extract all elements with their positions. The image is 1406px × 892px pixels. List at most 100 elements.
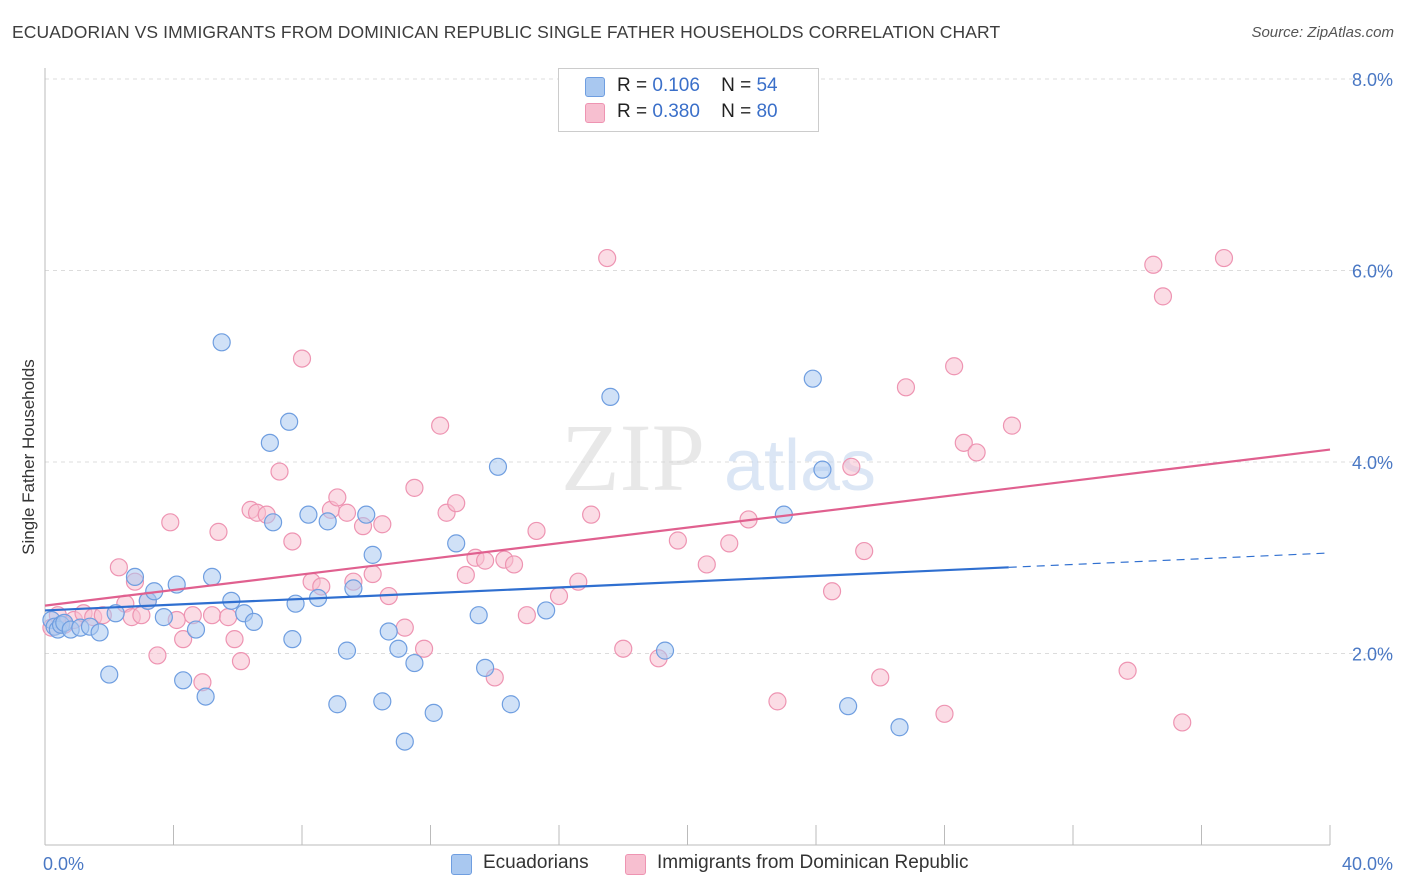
ecuadorian-point — [106, 604, 125, 623]
legend-n-value-dominican: 80 — [756, 101, 778, 122]
dominican-point — [720, 534, 739, 553]
dominican-point — [363, 564, 382, 584]
legend-r-value-ecuadorians: 0.106 — [652, 75, 700, 96]
dominican-point — [1002, 416, 1022, 435]
trend-line-ecuadorians-extension — [1008, 552, 1331, 568]
legend-r-label: R = — [617, 101, 648, 122]
legend-swatch-ecuadorians — [585, 77, 605, 97]
dominican-point — [842, 457, 861, 476]
x-tick-label: 40.0% — [1342, 854, 1393, 874]
chart-title: ECUADORIAN VS IMMIGRANTS FROM DOMINICAN … — [12, 22, 1001, 42]
trend-line-ecuadorians — [44, 566, 1009, 612]
ecuadorian-point — [280, 412, 299, 431]
dominican-point — [1118, 661, 1137, 680]
dominican-point — [598, 248, 617, 268]
legend-swatch-dominican — [585, 103, 605, 123]
ecuadorian-point — [357, 505, 376, 524]
ecuadorian-point — [90, 623, 109, 642]
legend-n-value-ecuadorians: 54 — [756, 75, 778, 96]
ecuadorian-point — [260, 433, 279, 452]
source-label: Source: ZipAtlas.com — [1251, 24, 1394, 41]
ecuadorian-point — [655, 641, 675, 660]
legend-r-value-dominican: 0.380 — [652, 101, 700, 122]
bottom-legend-swatch-ecuadorians — [451, 854, 472, 875]
dominican-point — [161, 513, 180, 532]
grid-lines — [45, 78, 1392, 654]
ecuadorian-point — [813, 460, 832, 479]
legend-r-label: R = — [617, 75, 648, 96]
dominican-point — [209, 522, 228, 541]
y-axis-title: Single Father Households — [19, 359, 38, 555]
dominican-point — [697, 555, 716, 574]
ecuadorian-point — [337, 641, 357, 660]
stats-legend: R = 0.106 N = 54 R = 0.380 N = 80 — [558, 68, 819, 132]
dominican-point — [225, 630, 244, 649]
dominican-point — [337, 503, 357, 522]
dominican-point — [549, 586, 569, 606]
ecuadorian-point — [202, 567, 222, 587]
ecuadorian-point — [263, 513, 283, 532]
dominican-point — [871, 668, 890, 687]
ecuadorian-point — [379, 622, 398, 641]
trend-line-dominican — [44, 448, 1331, 607]
bottom-legend-swatch-dominican — [625, 854, 646, 875]
dominican-point — [219, 608, 238, 627]
ecuadorian-point — [244, 612, 263, 632]
axes — [44, 68, 1331, 846]
ecuadorian-point — [601, 387, 620, 406]
watermark-zip: ZIP — [561, 404, 705, 511]
ecuadorian-point — [186, 620, 206, 639]
dominican-point — [896, 378, 916, 397]
trend-lines — [44, 448, 1331, 612]
dominican-point — [283, 532, 302, 551]
ecuadorian-point — [286, 594, 305, 613]
dominican-point — [292, 349, 312, 368]
dominican-point — [431, 416, 450, 435]
ecuadorian-point — [318, 512, 337, 531]
dominican-point — [1173, 713, 1192, 732]
ecuadorian-point — [196, 687, 215, 706]
zipatlas-watermark: ZIP atlas — [561, 404, 876, 511]
dominican-point — [231, 652, 251, 671]
ecuadorian-point — [154, 608, 173, 627]
legend-n-label: N = — [721, 101, 752, 122]
ecuadorian-point — [328, 695, 347, 714]
dominican-point — [456, 565, 475, 585]
ecuadorian-point — [501, 695, 520, 714]
ecuadorian-point — [803, 369, 822, 388]
dominican-point — [517, 606, 536, 625]
y-tick-label: 2.0% — [1352, 645, 1393, 665]
dominican-point — [855, 541, 874, 561]
dominican-point — [1144, 255, 1163, 274]
ecuadorian-point — [476, 658, 495, 677]
dominican-point — [1153, 287, 1173, 306]
dominican-point — [109, 558, 128, 577]
dominican-point — [202, 606, 222, 625]
dominican-point — [405, 478, 424, 497]
ecuadorian-point — [890, 718, 909, 737]
ecuadorian-point — [100, 665, 119, 684]
ecuadorian-point — [212, 333, 231, 352]
dominican-point — [527, 521, 546, 541]
dominican-point — [414, 639, 434, 658]
y-tick-label: 4.0% — [1352, 453, 1393, 473]
ecuadorian-point — [839, 697, 858, 716]
dominican-point — [1214, 248, 1234, 268]
dominican-point — [822, 582, 842, 601]
ecuadorian-point — [283, 630, 302, 649]
dominican-point — [954, 433, 973, 452]
ecuadorian-point — [537, 601, 556, 620]
ecuadorian-point — [125, 567, 145, 587]
dominican-point — [328, 488, 347, 507]
dominican-point — [174, 630, 193, 649]
dominican-point — [504, 555, 524, 574]
ecuadorian-point — [424, 703, 443, 722]
dominican-point — [967, 443, 986, 462]
dominican-point — [270, 462, 289, 481]
ecuadorian-point — [488, 457, 508, 476]
ecuadorian-point — [363, 545, 382, 564]
dominican-point — [768, 692, 787, 711]
ecuadorian-point — [389, 639, 408, 658]
dominican-point — [614, 639, 633, 658]
